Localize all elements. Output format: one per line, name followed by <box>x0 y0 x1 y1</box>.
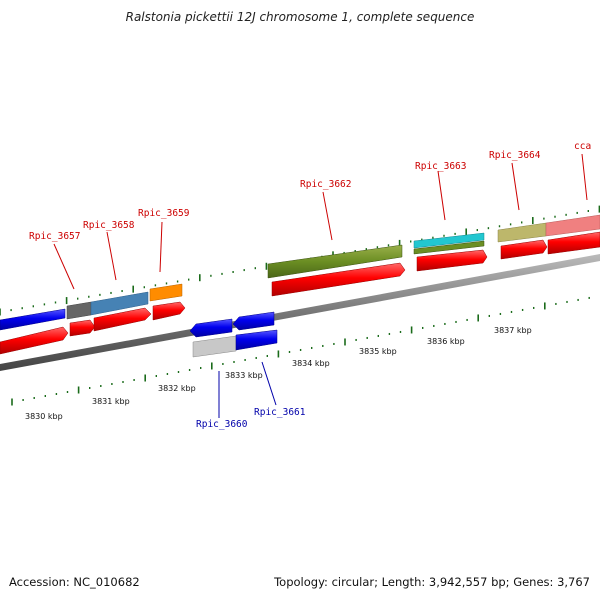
cds-arrow <box>93 307 152 332</box>
cds-arrow <box>547 231 600 255</box>
axis-label-3835: 3835 kbp <box>359 347 397 356</box>
tick-row-upper <box>0 205 600 316</box>
axis-labels: 3830 kbp 3831 kbp 3832 kbp 3833 kbp 3834… <box>25 326 532 421</box>
gene-feature-rpic-3658 <box>90 291 149 316</box>
cds-arrow <box>416 249 488 272</box>
gene-label-rpic-3659: Rpic_3659 <box>138 208 190 219</box>
forward-cds-track <box>0 231 600 355</box>
gene-feature-rpic-3662 <box>267 244 403 279</box>
cds-arrow <box>152 301 186 321</box>
axis-label-3836: 3836 kbp <box>427 337 465 346</box>
gene-feature-rpic-3664 <box>497 222 547 243</box>
gene-feature-rpic-3660 <box>192 335 237 358</box>
forward-gene-track <box>0 214 600 331</box>
gene-feature-cca <box>545 214 600 237</box>
gene-label-rpic-3664: Rpic_3664 <box>489 150 541 161</box>
gene-feature-rpic-3663-cyan <box>413 232 485 249</box>
axis-label-3832: 3832 kbp <box>158 384 196 393</box>
forward-gene-labels: Rpic_3657 Rpic_3658 Rpic_3659 Rpic_3662 … <box>29 141 591 242</box>
gene-label-rpic-3657: Rpic_3657 <box>29 231 80 242</box>
gene-label-rpic-3662: Rpic_3662 <box>300 179 351 190</box>
gene-label-rpic-3661: Rpic_3661 <box>254 407 306 418</box>
axis-label-3833: 3833 kbp <box>225 371 263 380</box>
gene-label-rpic-3660: Rpic_3660 <box>196 419 248 430</box>
cds-arrow-reverse <box>189 318 233 338</box>
forward-label-lines <box>53 153 588 290</box>
axis-label-3830: 3830 kbp <box>25 412 63 421</box>
axis-label-3831: 3831 kbp <box>92 397 130 406</box>
chromosome-backbone <box>0 254 600 371</box>
cds-arrow-reverse <box>232 311 275 331</box>
gene-label-rpic-3663: Rpic_3663 <box>415 161 466 172</box>
cds-arrow <box>271 262 406 297</box>
gene-label-rpic-3658: Rpic_3658 <box>83 220 135 231</box>
cds-arrow <box>0 326 69 355</box>
gene-feature-rpic-3659 <box>149 283 183 302</box>
tick-row-lower <box>11 296 590 406</box>
topology-text: Topology: circular; Length: 3,942,557 bp… <box>274 575 590 589</box>
reverse-gene-track <box>189 311 278 358</box>
gene-feature-rpic-3663-green <box>413 240 485 255</box>
reverse-gene-labels: Rpic_3660 Rpic_3661 <box>196 407 306 430</box>
accession-text: Accession: NC_010682 <box>9 575 140 589</box>
gene-label-cca: cca <box>574 141 591 152</box>
cds-arrow <box>500 239 548 260</box>
gene-feature-rpic-3661 <box>235 329 278 351</box>
reverse-label-lines <box>218 361 277 418</box>
map-title: Ralstonia pickettii 12J chromosome 1, co… <box>125 10 475 24</box>
axis-label-3834: 3834 kbp <box>292 359 330 368</box>
gene-feature-blue-left <box>0 308 66 331</box>
cds-arrow <box>69 319 96 337</box>
axis-label-3837: 3837 kbp <box>494 326 532 335</box>
gene-feature-rpic-3657 <box>66 301 92 320</box>
